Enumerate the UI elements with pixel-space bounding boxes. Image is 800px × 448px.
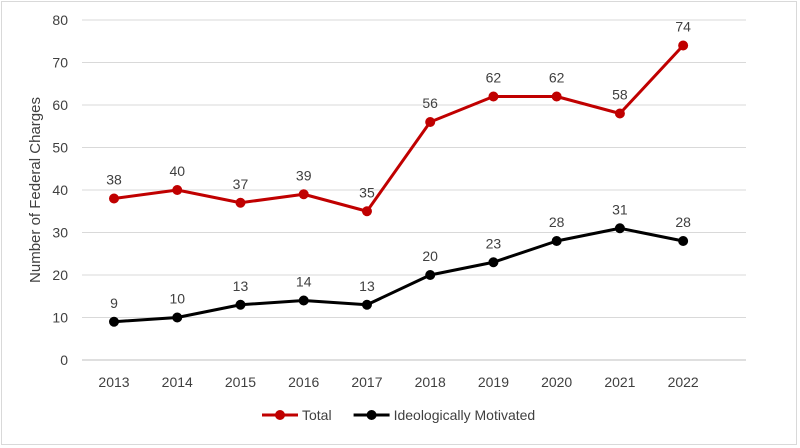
data-label: 13 bbox=[359, 278, 375, 294]
legend-marker-icon bbox=[275, 410, 285, 420]
data-label: 14 bbox=[296, 274, 312, 290]
y-tick-label: 70 bbox=[52, 55, 68, 71]
data-point bbox=[298, 295, 309, 306]
data-point bbox=[614, 108, 625, 119]
x-tick-label: 2018 bbox=[415, 374, 446, 390]
data-point bbox=[235, 299, 246, 310]
series-line bbox=[113, 44, 685, 213]
y-axis-ticks: 0 10 20 30 40 50 60 70 80 bbox=[52, 12, 68, 368]
data-label: 58 bbox=[612, 87, 628, 103]
y-tick-label: 40 bbox=[52, 182, 68, 198]
data-point bbox=[361, 299, 372, 310]
y-tick-label: 80 bbox=[52, 12, 68, 28]
data-label: 28 bbox=[549, 214, 565, 230]
data-label: 35 bbox=[359, 184, 375, 200]
data-label: 74 bbox=[675, 19, 691, 35]
legend-label: Total bbox=[302, 407, 332, 423]
y-tick-label: 50 bbox=[52, 140, 68, 156]
data-point bbox=[298, 189, 309, 200]
data-label: 62 bbox=[486, 70, 502, 86]
data-point bbox=[488, 91, 499, 102]
data-label: 39 bbox=[296, 167, 312, 183]
series-line bbox=[113, 226, 684, 324]
data-point bbox=[109, 193, 119, 204]
data-label: 31 bbox=[612, 201, 628, 217]
x-tick-label: 2021 bbox=[604, 374, 635, 390]
data-point bbox=[425, 117, 436, 127]
data-label: 62 bbox=[549, 70, 565, 86]
x-tick-label: 2015 bbox=[225, 374, 256, 390]
x-tick-label: 2013 bbox=[98, 374, 129, 390]
data-label: 13 bbox=[233, 278, 249, 294]
data-label: 23 bbox=[486, 235, 502, 251]
y-tick-label: 30 bbox=[52, 225, 68, 241]
x-axis-ticks: 2013 2014 2015 2016 2017 2018 2019 2020 2021 2022 bbox=[98, 374, 699, 390]
series-0: 38 40 37 39 35 56 62 62 58 74 bbox=[106, 19, 691, 217]
data-label: 56 bbox=[422, 95, 438, 111]
legend-item-1: Ideologically Motivated bbox=[353, 407, 536, 423]
x-tick-label: 2014 bbox=[162, 374, 193, 390]
y-tick-label: 0 bbox=[60, 352, 68, 368]
data-label: 40 bbox=[169, 163, 185, 179]
y-tick-label: 60 bbox=[52, 97, 68, 113]
data-point bbox=[361, 206, 372, 217]
x-tick-label: 2020 bbox=[541, 374, 572, 390]
data-label: 20 bbox=[422, 248, 438, 264]
series-group: 38 40 37 39 35 56 62 62 58 74 9 10 13 14 13 20 23 28 31 28 bbox=[106, 19, 691, 327]
data-point bbox=[172, 185, 183, 195]
legend-label: Ideologically Motivated bbox=[394, 407, 536, 423]
data-point bbox=[551, 91, 562, 102]
y-tick-label: 20 bbox=[52, 267, 68, 283]
y-axis-title: Number of Federal Charges bbox=[27, 97, 44, 283]
data-point bbox=[235, 197, 246, 208]
x-tick-label: 2022 bbox=[668, 374, 699, 390]
data-point bbox=[425, 270, 436, 280]
data-point bbox=[678, 40, 689, 51]
data-point bbox=[488, 257, 499, 268]
y-tick-label: 10 bbox=[52, 310, 68, 326]
data-point bbox=[614, 223, 625, 234]
x-tick-label: 2017 bbox=[351, 374, 382, 390]
series-1: 9 10 13 14 13 20 23 28 31 28 bbox=[109, 201, 691, 327]
data-label: 28 bbox=[675, 214, 691, 230]
data-point bbox=[551, 236, 562, 246]
data-point bbox=[172, 312, 183, 323]
legend-item-0: Total bbox=[262, 407, 332, 423]
data-point bbox=[678, 236, 689, 246]
legend: Total Ideologically Motivated bbox=[262, 407, 535, 423]
data-label: 10 bbox=[169, 291, 185, 307]
data-label: 9 bbox=[110, 295, 118, 311]
legend-marker-icon bbox=[366, 410, 377, 420]
x-tick-label: 2019 bbox=[478, 374, 509, 390]
data-label: 37 bbox=[233, 176, 249, 192]
data-point bbox=[109, 316, 119, 327]
data-label: 38 bbox=[106, 172, 122, 188]
x-tick-label: 2016 bbox=[288, 374, 319, 390]
